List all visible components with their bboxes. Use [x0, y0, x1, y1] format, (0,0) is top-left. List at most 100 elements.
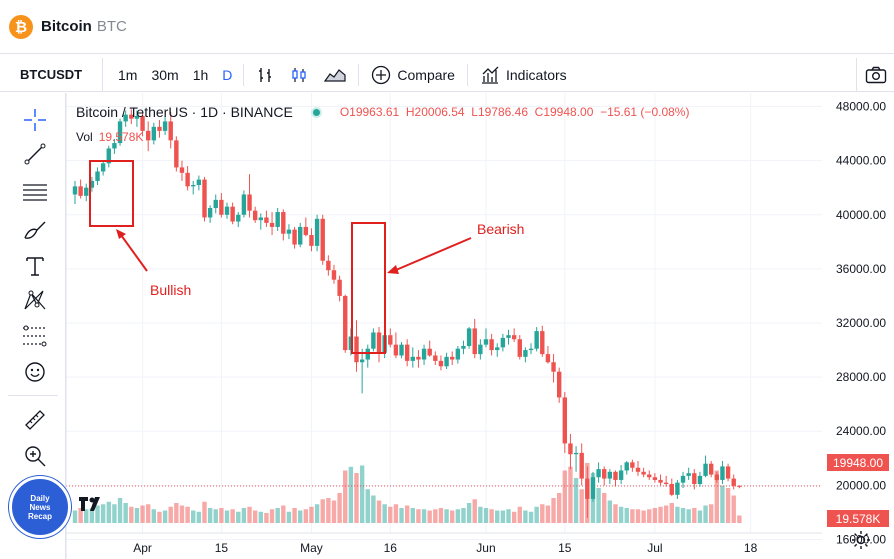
candle-body: [179, 167, 185, 173]
candle-body: [708, 463, 714, 475]
candle-body: [421, 348, 427, 360]
volume-bar: [359, 465, 365, 523]
timeframe-30m-button[interactable]: 30m: [151, 66, 179, 83]
volume-bar: [607, 500, 613, 523]
volume-bar: [573, 478, 579, 523]
candle-body: [298, 226, 303, 245]
candle-body: [236, 214, 241, 222]
emoji-icon[interactable]: [22, 359, 48, 385]
candle-body: [686, 473, 691, 476]
volume-bar: [624, 508, 629, 523]
volume-bar: [562, 470, 568, 523]
price-chart[interactable]: 16000.00 20000.00 24000.00 28000.00 32000.00…: [66, 93, 894, 559]
volume-bar: [157, 511, 162, 523]
candle-body: [478, 344, 483, 355]
candle-body: [213, 199, 218, 208]
candle-body: [224, 206, 230, 215]
time-tick-label: 16: [384, 541, 398, 555]
candle-body: [410, 356, 415, 361]
candle-body: [404, 344, 410, 361]
candle-body: [551, 362, 556, 372]
volume-bar: [545, 505, 551, 523]
pattern-icon[interactable]: [22, 287, 48, 313]
candle-body: [618, 470, 624, 480]
chart-grid: [66, 93, 822, 540]
candle-body: [568, 443, 573, 455]
volume-bar: [540, 504, 545, 523]
snapshot-button[interactable]: [856, 58, 894, 92]
bearish-highlight-box: [351, 222, 386, 354]
timeframe-1m-button[interactable]: 1m: [118, 66, 138, 83]
low-value: L19786.46: [471, 105, 528, 119]
area-style-icon[interactable]: [316, 58, 354, 92]
candle-body: [680, 475, 686, 483]
volume-bar: [376, 500, 382, 523]
ruler-icon[interactable]: [22, 407, 48, 433]
trendline-icon[interactable]: [22, 141, 48, 167]
volume-bar: [669, 503, 674, 523]
volume-bar: [466, 503, 472, 523]
candle-body: [359, 359, 365, 363]
volume-bar: [652, 508, 658, 523]
price-axis[interactable]: 16000.00 20000.00 24000.00 28000.00 32000.00…: [828, 93, 894, 559]
chart-settings-icon[interactable]: [851, 530, 871, 550]
candle-body: [388, 335, 393, 345]
candle-body: [635, 467, 641, 472]
time-axis[interactable]: Apr 15 May 16 Jun 15 Jul 18: [66, 532, 822, 555]
brush-icon[interactable]: [22, 217, 48, 243]
compare-button[interactable]: Compare: [363, 58, 463, 92]
volume-bar: [337, 493, 342, 523]
volume-bar: [647, 509, 652, 523]
fib-icon[interactable]: [22, 323, 48, 349]
candle-body: [202, 179, 207, 218]
time-tick-label: 15: [558, 541, 572, 555]
volume-bar: [191, 510, 196, 523]
volume-bar: [382, 504, 387, 523]
volume-bar: [112, 504, 117, 523]
volume-bar: [174, 503, 179, 523]
close-value: C19948.00: [534, 105, 594, 119]
timeframe-d-button[interactable]: D: [222, 66, 233, 83]
open-value: O19963.61: [339, 105, 400, 119]
volume-bar: [275, 508, 280, 523]
time-tick-label: Apr: [133, 541, 152, 555]
volume-bar: [461, 508, 466, 523]
candle-body: [438, 360, 444, 367]
indicators-button[interactable]: Indicators: [472, 58, 575, 92]
volume-bar: [185, 506, 190, 523]
bitcoin-logo-icon: ₿: [9, 15, 33, 39]
crosshair-icon[interactable]: [22, 107, 48, 133]
volume-bar: [303, 509, 309, 523]
volume-bar: [568, 466, 573, 523]
volume-bars: [72, 463, 742, 523]
candle-body: [145, 130, 151, 141]
volume-bar: [84, 509, 89, 523]
volume-label: Vol: [76, 130, 93, 144]
volume-bar: [630, 509, 635, 523]
price-tick-label: 36000.00: [836, 262, 886, 276]
volume-bar: [416, 509, 421, 523]
candle-style-icon[interactable]: [282, 58, 316, 92]
candle-body: [523, 350, 528, 357]
horizontal-lines-icon[interactable]: [22, 179, 48, 205]
volume-bar: [517, 506, 522, 523]
volume-bar: [100, 504, 106, 523]
volume-bar: [241, 508, 247, 523]
text-icon[interactable]: [22, 253, 48, 279]
volume-bar: [95, 505, 100, 523]
price-axis-background: [828, 93, 894, 559]
candle-body: [258, 217, 263, 221]
candle-body: [123, 114, 128, 122]
time-tick-label: Jul: [647, 541, 662, 555]
volume-bar: [444, 509, 449, 523]
zoom-icon[interactable]: [22, 443, 48, 469]
volume-bar: [725, 488, 731, 523]
candle-body: [540, 331, 545, 355]
volume-bar: [213, 509, 218, 523]
bar-style-icon[interactable]: [248, 58, 282, 92]
symbol-search-button[interactable]: BTCUSDT: [0, 57, 103, 92]
price-tick-label: 48000.00: [836, 100, 886, 114]
timeframe-1h-button[interactable]: 1h: [192, 66, 209, 83]
bullish-annotation: Bullish: [150, 282, 192, 298]
volume-bar: [286, 511, 292, 523]
